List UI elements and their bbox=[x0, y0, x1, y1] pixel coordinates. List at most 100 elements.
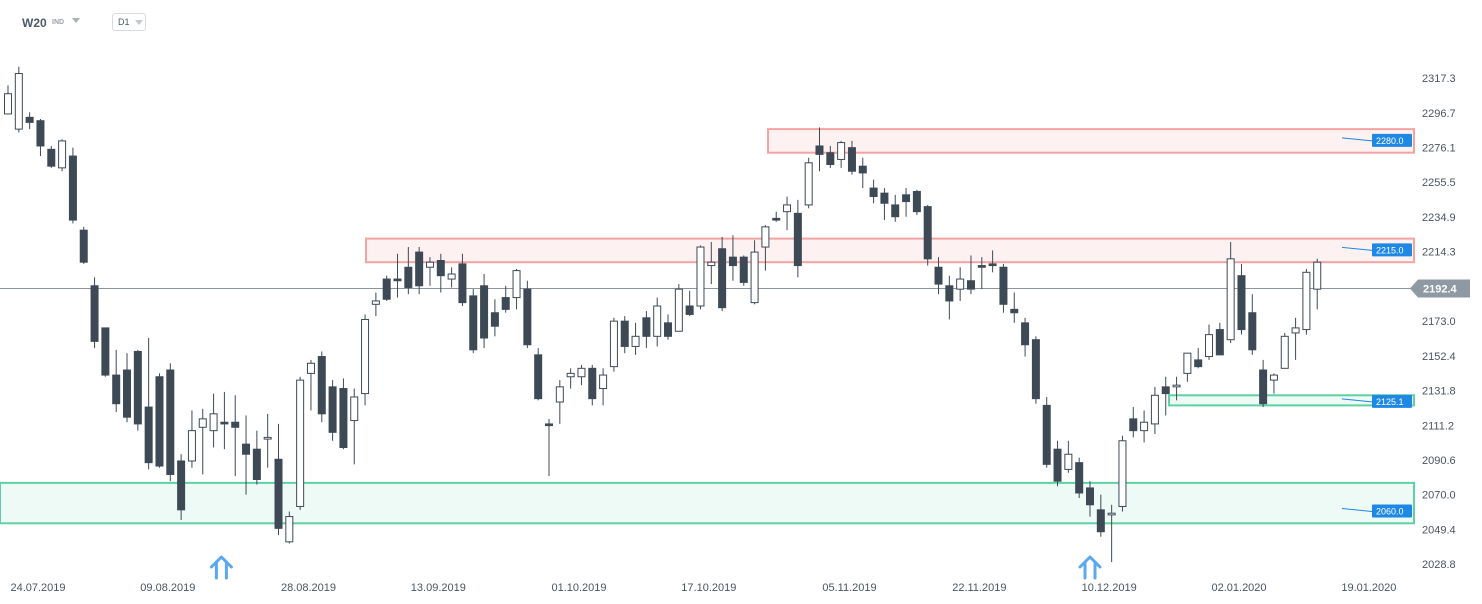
candle-body bbox=[58, 140, 67, 169]
candle-body bbox=[1291, 327, 1300, 334]
zone-resistance[interactable] bbox=[365, 237, 1415, 264]
candle-body bbox=[566, 372, 575, 378]
candle-body bbox=[112, 374, 121, 405]
candle-body bbox=[1064, 453, 1073, 470]
x-tick-label: 19.01.2020 bbox=[1341, 582, 1396, 594]
candle-body bbox=[90, 285, 99, 342]
candle-body bbox=[220, 421, 229, 425]
candle-body bbox=[1129, 418, 1138, 432]
candle-body bbox=[966, 280, 975, 290]
candle-body bbox=[1107, 512, 1116, 516]
candle-body bbox=[101, 327, 110, 376]
candle-body bbox=[977, 265, 986, 268]
candle-body bbox=[339, 388, 348, 449]
candle-body bbox=[209, 413, 218, 432]
candle-body bbox=[458, 263, 467, 304]
candle-body bbox=[306, 362, 315, 374]
candle-body bbox=[664, 322, 673, 337]
y-tick-label: 2131.8 bbox=[1422, 386, 1456, 398]
candle-body bbox=[545, 423, 553, 427]
zone-support[interactable] bbox=[0, 481, 1415, 525]
candle-body bbox=[1248, 312, 1257, 351]
up-arrow-icon bbox=[1078, 555, 1102, 580]
candle-body bbox=[620, 320, 629, 347]
candle-body bbox=[36, 120, 45, 147]
candle-body bbox=[631, 335, 640, 347]
level-tag[interactable] bbox=[1372, 133, 1412, 147]
candle-body bbox=[728, 256, 737, 267]
candle-body bbox=[68, 155, 77, 221]
zone-support[interactable] bbox=[1168, 394, 1415, 407]
candle-body bbox=[718, 248, 727, 309]
y-tick-label: 2173.0 bbox=[1422, 316, 1456, 328]
candle-body bbox=[1280, 335, 1289, 369]
candle-body bbox=[988, 263, 997, 267]
candle-body bbox=[25, 116, 34, 123]
candle-body bbox=[999, 266, 1008, 305]
timeframe-select[interactable]: D1 bbox=[112, 13, 146, 31]
candle-body bbox=[761, 226, 770, 248]
candle-body bbox=[1150, 394, 1159, 425]
symbol-label[interactable]: W20 bbox=[22, 16, 47, 30]
chart-toolbar: W20 IND D1 bbox=[0, 0, 400, 44]
candle-body bbox=[382, 278, 391, 300]
candle-body bbox=[1075, 462, 1084, 494]
y-tick-label: 2234.9 bbox=[1422, 212, 1456, 224]
timeframe-label: D1 bbox=[118, 17, 130, 27]
level-tag-label: 2280.0 bbox=[1376, 136, 1404, 146]
level-tag[interactable] bbox=[1372, 394, 1412, 408]
candle-body bbox=[1215, 329, 1224, 356]
x-tick-label: 24.07.2019 bbox=[10, 582, 65, 594]
candle-body bbox=[1269, 374, 1278, 381]
candle-body bbox=[891, 204, 900, 218]
candle-body bbox=[826, 152, 835, 165]
candle-body bbox=[187, 430, 196, 462]
candle-body bbox=[869, 187, 878, 198]
candle-body bbox=[1259, 369, 1268, 405]
candle-body bbox=[285, 516, 294, 543]
x-tick-label: 13.09.2019 bbox=[411, 582, 466, 594]
candle-body bbox=[1031, 339, 1040, 400]
current-price-tag bbox=[1410, 279, 1470, 298]
candle-body bbox=[1042, 404, 1051, 465]
candle-body bbox=[1302, 271, 1311, 331]
level-tag-label: 2215.0 bbox=[1376, 245, 1404, 255]
candle-body bbox=[739, 256, 748, 283]
candle-body bbox=[512, 270, 521, 299]
candle-body bbox=[480, 285, 489, 339]
x-tick-label: 01.10.2019 bbox=[551, 582, 606, 594]
candle-body bbox=[252, 448, 261, 481]
candle-body bbox=[599, 374, 608, 390]
candle-body bbox=[361, 318, 370, 395]
candle-body bbox=[1226, 258, 1235, 341]
y-tick-label: 2255.5 bbox=[1422, 177, 1456, 189]
candle-body bbox=[1053, 448, 1062, 482]
symbol-dropdown-icon[interactable] bbox=[72, 18, 80, 23]
zone-resistance[interactable] bbox=[767, 128, 1415, 154]
y-tick-label: 2296.7 bbox=[1422, 108, 1456, 120]
candle-body bbox=[847, 147, 856, 172]
level-tag[interactable] bbox=[1372, 243, 1412, 257]
candle-body bbox=[123, 369, 132, 418]
level-tag[interactable] bbox=[1372, 504, 1412, 518]
candle-body bbox=[371, 300, 380, 305]
candle-body bbox=[155, 376, 164, 467]
candle-body bbox=[296, 379, 305, 507]
candle-body bbox=[696, 246, 705, 307]
candle-body bbox=[1237, 275, 1246, 331]
y-tick-label: 2152.4 bbox=[1422, 351, 1456, 363]
x-tick-label: 05.11.2019 bbox=[822, 582, 876, 594]
candle-body bbox=[242, 443, 251, 455]
y-tick-label: 2276.1 bbox=[1422, 142, 1456, 154]
candle-body bbox=[609, 320, 618, 368]
candle-body bbox=[490, 312, 499, 327]
candle-body bbox=[956, 278, 965, 290]
candle-body bbox=[415, 251, 424, 287]
candle-body bbox=[328, 386, 337, 433]
candle-body bbox=[1021, 322, 1030, 346]
x-tick-label: 10.12.2019 bbox=[1082, 582, 1137, 594]
candle-body bbox=[804, 162, 813, 206]
y-tick-label: 2214.3 bbox=[1422, 247, 1456, 259]
candle-body bbox=[1172, 384, 1181, 388]
